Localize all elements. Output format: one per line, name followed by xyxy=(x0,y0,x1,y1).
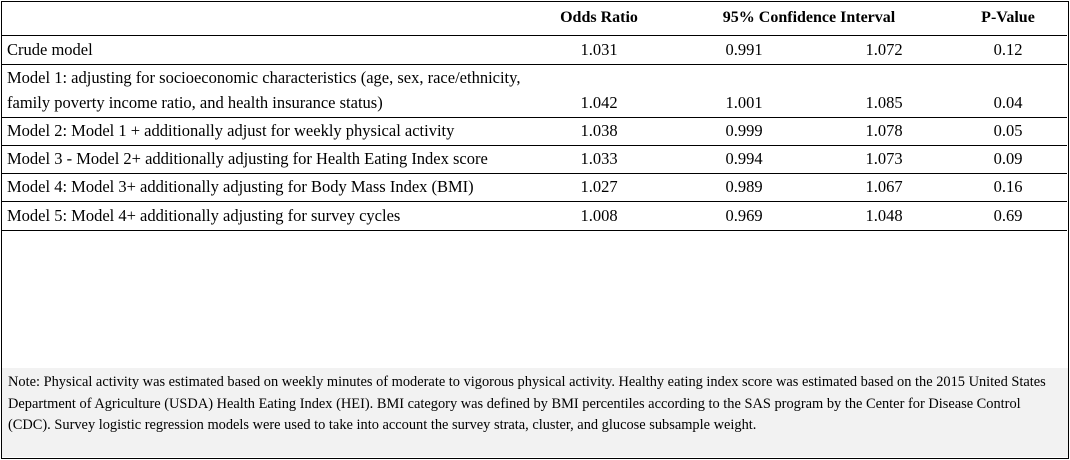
table-row: Model 1: adjusting for socioeconomic cha… xyxy=(1,64,1067,118)
odds-ratio-cell: 1.008 xyxy=(529,201,669,231)
odds-ratio-cell: 1.031 xyxy=(529,35,669,65)
header-label xyxy=(1,1,529,36)
table-row: Model 2: Model 1 + additionally adjust f… xyxy=(1,117,1067,146)
p-value-cell: 0.12 xyxy=(949,35,1067,65)
row-label: Model 3 - Model 2+ additionally adjustin… xyxy=(1,145,529,174)
row-label: Model 1: adjusting for socioeconomic cha… xyxy=(1,64,529,118)
header-p-value: P-Value xyxy=(949,1,1067,36)
p-value-cell: 0.69 xyxy=(949,201,1067,231)
p-value-cell: 0.04 xyxy=(949,64,1067,118)
table-row: Model 4: Model 3+ additionally adjusting… xyxy=(1,173,1067,202)
table-row: Model 3 - Model 2+ additionally adjustin… xyxy=(1,145,1067,174)
table-note: Note: Physical activity was estimated ba… xyxy=(2,368,1068,457)
results-table: Odds Ratio 95% Confidence Interval P-Val… xyxy=(1,1,1067,231)
odds-ratio-cell: 1.033 xyxy=(529,145,669,174)
p-value-cell: 0.05 xyxy=(949,117,1067,146)
row-label: Model 5: Model 4+ additionally adjusting… xyxy=(1,201,529,231)
ci-high-cell: 1.085 xyxy=(819,64,949,118)
ci-low-cell: 0.999 xyxy=(669,117,819,146)
ci-high-cell: 1.073 xyxy=(819,145,949,174)
p-value-cell: 0.09 xyxy=(949,145,1067,174)
ci-high-cell: 1.078 xyxy=(819,117,949,146)
ci-low-cell: 1.001 xyxy=(669,64,819,118)
table-row: Crude model 1.031 0.991 1.072 0.12 xyxy=(1,35,1067,65)
row-label: Crude model xyxy=(1,35,529,65)
header-confidence-interval: 95% Confidence Interval xyxy=(669,1,949,36)
header-odds-ratio: Odds Ratio xyxy=(529,1,669,36)
ci-low-cell: 0.994 xyxy=(669,145,819,174)
odds-ratio-cell: 1.042 xyxy=(529,64,669,118)
ci-high-cell: 1.067 xyxy=(819,173,949,202)
row-label: Model 4: Model 3+ additionally adjusting… xyxy=(1,173,529,202)
ci-high-cell: 1.072 xyxy=(819,35,949,65)
p-value-cell: 0.16 xyxy=(949,173,1067,202)
row-label: Model 2: Model 1 + additionally adjust f… xyxy=(1,117,529,146)
ci-low-cell: 0.989 xyxy=(669,173,819,202)
odds-ratio-cell: 1.027 xyxy=(529,173,669,202)
ci-low-cell: 0.969 xyxy=(669,201,819,231)
odds-ratio-cell: 1.038 xyxy=(529,117,669,146)
header-row: Odds Ratio 95% Confidence Interval P-Val… xyxy=(1,1,1067,36)
ci-high-cell: 1.048 xyxy=(819,201,949,231)
ci-low-cell: 0.991 xyxy=(669,35,819,65)
table-row: Model 5: Model 4+ additionally adjusting… xyxy=(1,201,1067,231)
